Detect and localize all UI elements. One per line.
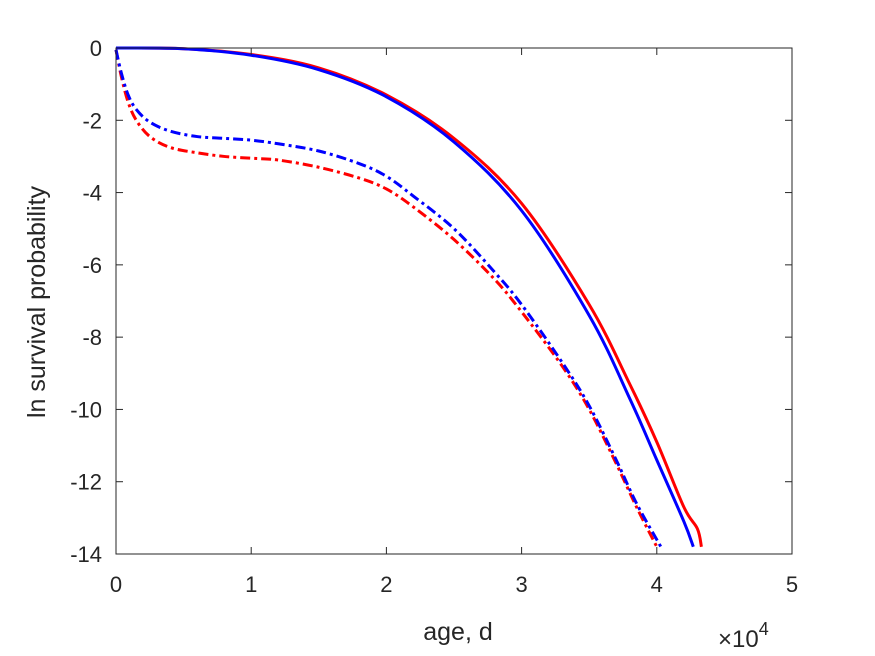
x-exponent-power: 4 [759,619,769,639]
y-tick-label: -4 [82,181,102,206]
x-tick-label: 5 [786,572,798,597]
x-exponent-base: ×10 [718,626,759,653]
y-tick-label: -6 [82,253,102,278]
y-axis-label: ln survival probability [23,185,51,418]
x-exponent-label: ×104 [718,619,769,653]
plot-background [116,48,792,554]
x-tick-label: 3 [515,572,527,597]
y-ticks: 0 -2 -4 -6 -8 -10 -12 -14 [70,36,792,567]
x-ticks: 0 1 2 3 4 5 [110,48,798,597]
x-axis-label: age, d [423,618,493,646]
y-tick-label: -12 [70,470,102,495]
x-tick-label: 0 [110,572,122,597]
x-tick-label: 1 [245,572,257,597]
y-tick-label: 0 [90,36,102,61]
y-tick-label: -10 [70,397,102,422]
y-tick-label: -8 [82,325,102,350]
series-line-2 [115,46,695,548]
x-tick-label: 4 [651,572,663,597]
x-tick-label: 2 [380,572,392,597]
y-tick-label: -14 [70,542,102,567]
plot-frame [115,47,793,555]
series-line-3 [114,49,659,548]
y-tick-label: -2 [82,108,102,133]
series-line-4 [114,49,663,548]
